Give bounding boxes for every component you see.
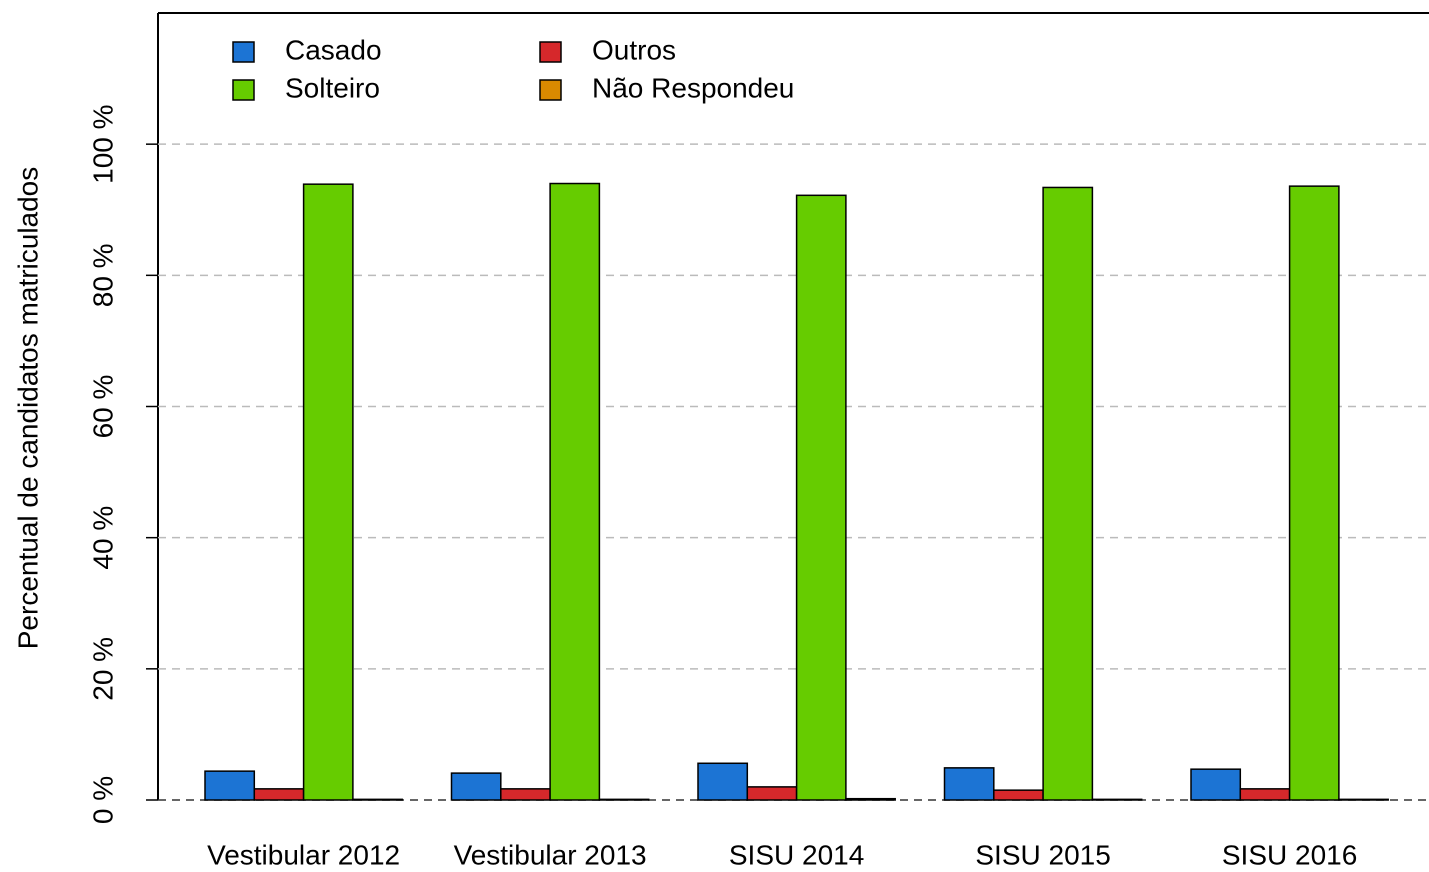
bar [352,798,403,801]
bar [746,786,798,801]
x-tick-label: Vestibular 2013 [454,839,647,870]
y-tick-label: 0 % [87,776,118,824]
x-tick-label: SISU 2016 [1222,839,1357,870]
bar [1288,185,1340,801]
y-tick-label: 100 % [87,104,118,183]
y-axis-title: Percentual de candidatos matriculados [12,167,43,650]
bar [204,770,256,801]
y-tick-label: 20 % [87,637,118,701]
bar [549,182,601,801]
bar [450,772,502,801]
x-tick-label: SISU 2014 [729,839,864,870]
bar [697,762,749,801]
bar [500,788,551,801]
bar [943,767,995,801]
legend-label: Solteiro [285,72,380,103]
bar [302,183,354,801]
legend-swatch [232,41,255,63]
bar [795,194,847,801]
legend-label: Não Respondeu [592,72,794,103]
bar [993,789,1044,801]
y-tick-label: 60 % [87,375,118,439]
x-tick-label: SISU 2015 [975,839,1110,870]
bar [1042,186,1094,801]
y-tick-label: 80 % [87,243,118,307]
bar [1239,788,1291,801]
legend-label: Outros [592,34,676,65]
bar [1190,768,1242,801]
legend-swatch [539,41,562,63]
bar [845,797,896,801]
x-tick-label: Vestibular 2012 [207,839,400,870]
bar [253,788,305,801]
legend-swatch [232,79,255,101]
bar [1091,798,1143,801]
bar [598,798,650,801]
legend-label: Casado [285,34,382,65]
legend-swatch [539,79,562,101]
bar [1338,798,1389,801]
y-tick-label: 40 % [87,506,118,570]
